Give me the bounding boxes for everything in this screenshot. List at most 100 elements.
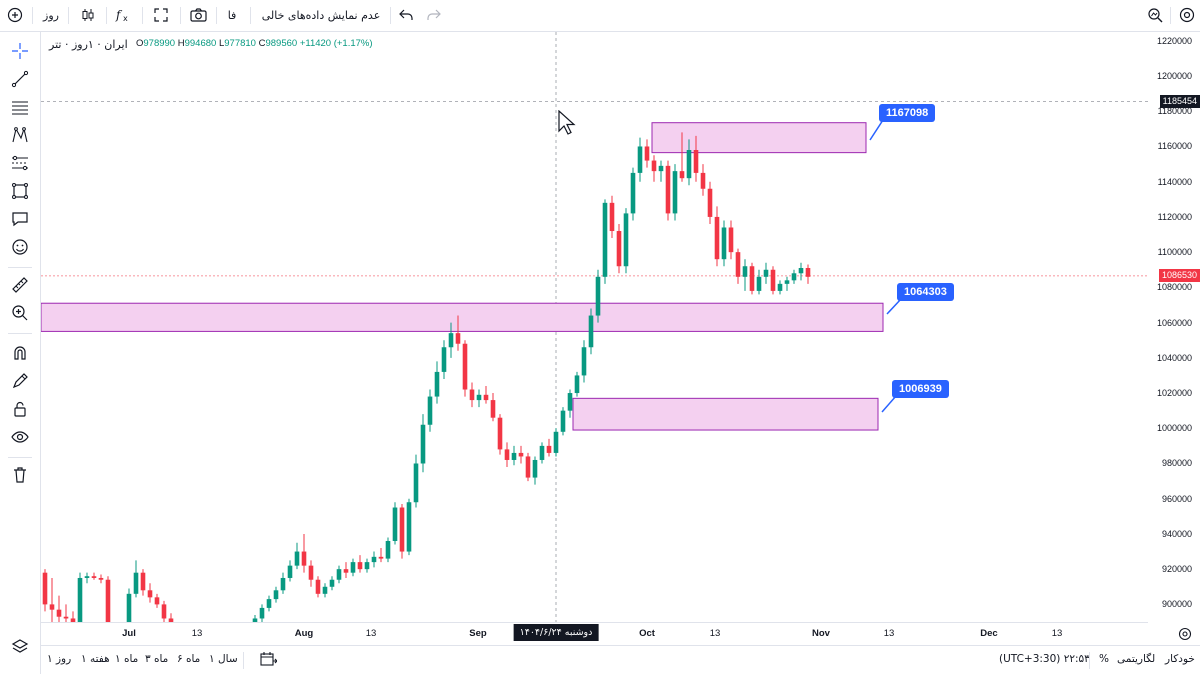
time-tick-label: Oct	[639, 628, 655, 639]
candle-body	[63, 616, 69, 619]
timezone-clock[interactable]: (UTC+3:30) ۲۲:۵۳	[999, 653, 1090, 665]
calendar-icon[interactable]	[260, 652, 278, 671]
candle-body	[476, 394, 482, 401]
candle-body	[518, 452, 524, 457]
undo-icon[interactable]	[396, 4, 416, 26]
callout-connector	[881, 395, 897, 413]
divider	[216, 7, 217, 24]
range-1w[interactable]: ۱ هفته	[81, 653, 110, 665]
last-price-tag: 1086530	[1158, 268, 1200, 282]
candle-body	[728, 227, 734, 253]
eye-icon[interactable]	[8, 425, 32, 449]
log-toggle[interactable]: لگاریتمی	[1117, 653, 1156, 665]
candle-body	[588, 315, 594, 348]
lock-icon[interactable]	[8, 397, 32, 421]
candle-body	[133, 572, 139, 594]
price-tick-label: 1080000	[1156, 282, 1192, 293]
price-tick-label: 1200000	[1156, 71, 1192, 82]
search-zoom-icon[interactable]	[1144, 4, 1166, 26]
fullscreen-icon[interactable]	[150, 4, 172, 26]
divider	[180, 7, 181, 24]
symbol-title[interactable]: ایران · ۱روز · تتر	[49, 38, 128, 51]
layers-icon[interactable]	[8, 635, 32, 659]
candle-body	[504, 449, 510, 460]
projection-icon[interactable]	[8, 151, 32, 175]
hide-empty-data-button[interactable]: عدم نمایش داده‌های خالی	[261, 8, 381, 22]
price-tick-label: 1100000	[1157, 247, 1192, 258]
candle-body	[672, 171, 678, 214]
candle-body	[399, 507, 405, 552]
timeframe-button[interactable]: روز	[43, 8, 59, 22]
time-tick-label: Nov	[812, 628, 830, 639]
candle-body	[595, 276, 601, 316]
range-1d[interactable]: ۱ روز	[47, 653, 72, 665]
svg-text:x: x	[123, 14, 128, 23]
range-6m[interactable]: ۶ ماه	[177, 653, 201, 665]
candle-body	[105, 579, 111, 622]
candle-body	[427, 396, 433, 425]
price-axis[interactable]: 1185454 1086530 1220000 1200000 1180000 116…	[1148, 32, 1200, 622]
crosshair-icon[interactable]	[8, 39, 32, 63]
candle-body	[567, 393, 573, 411]
svg-text:f: f	[115, 8, 123, 22]
price-tick-label: 1140000	[1157, 176, 1192, 187]
emoji-icon[interactable]	[8, 235, 32, 259]
draw-mode-icon[interactable]	[8, 369, 32, 393]
zone-label-bottom[interactable]: 1006939	[892, 380, 949, 398]
candle-body	[336, 569, 342, 580]
candle-body	[749, 266, 755, 291]
pattern-icon[interactable]	[8, 123, 32, 147]
price-tick-label: 1040000	[1156, 352, 1192, 363]
price-chart[interactable]	[41, 32, 1148, 622]
candle-body	[42, 572, 48, 605]
redo-icon[interactable]	[424, 4, 444, 26]
candle-body	[721, 227, 727, 260]
symbol-legend: O978990 H994680 L977810 C989560 +11420 (…	[136, 38, 373, 49]
candle-body	[581, 347, 587, 376]
candle-body	[413, 463, 419, 503]
zoom-in-icon[interactable]	[8, 301, 32, 325]
settings-icon[interactable]	[1176, 4, 1198, 26]
auto-toggle[interactable]: خودکار	[1165, 653, 1195, 665]
divider	[8, 267, 32, 268]
zone-rectangle	[651, 122, 867, 154]
settings-icon[interactable]	[1178, 626, 1192, 645]
time-axis[interactable]: دوشنبه ۱۴۰۴/۶/۲۴ Jul 13 Aug 13 Sep Oct 13 Nov 13…	[41, 622, 1192, 645]
time-tick-label: Sep	[469, 628, 487, 639]
trash-icon[interactable]	[8, 463, 32, 487]
candles-icon[interactable]	[76, 4, 100, 26]
candle-body	[434, 371, 440, 397]
range-1y[interactable]: ۱ سال	[209, 653, 238, 665]
price-tick-label: 940000	[1161, 528, 1192, 539]
candle-body	[609, 202, 615, 232]
text-note-icon[interactable]	[8, 207, 32, 231]
trend-line-icon[interactable]	[8, 67, 32, 91]
add-symbol-icon[interactable]	[4, 4, 26, 26]
time-tick-label: 13	[191, 628, 203, 639]
chart-pane[interactable]: O978990 H994680 L977810 C989560 +11420 (…	[41, 32, 1148, 622]
bottom-toolbar: ۱ روز ۱ هفته ۱ ماه ۳ ماه ۶ ماه ۱ سال (UT…	[41, 645, 1200, 675]
divider	[1089, 652, 1090, 669]
candle-body	[392, 507, 398, 541]
candle-body	[707, 188, 713, 217]
price-tick-label: 1060000	[1156, 317, 1192, 328]
zone-label-middle[interactable]: 1064303	[897, 283, 954, 301]
candle-body	[560, 410, 566, 432]
rectangle-icon[interactable]	[8, 179, 32, 203]
magnet-icon[interactable]	[8, 341, 32, 365]
currency-button[interactable]: فا	[227, 8, 237, 22]
zone-label-top[interactable]: 1167098	[879, 104, 936, 122]
ruler-icon[interactable]	[8, 273, 32, 297]
range-3m[interactable]: ۳ ماه	[145, 653, 169, 665]
fib-retracement-icon[interactable]	[8, 95, 32, 119]
candle-body	[287, 565, 293, 578]
candle-body	[49, 604, 55, 610]
candle-body	[644, 146, 650, 161]
range-1m[interactable]: ۱ ماه	[115, 653, 139, 665]
percent-toggle[interactable]: %	[1099, 653, 1109, 665]
crosshair-date-tag: دوشنبه ۱۴۰۴/۶/۲۴	[513, 624, 599, 641]
candle-body	[98, 577, 104, 580]
time-tick-label: 13	[709, 628, 721, 639]
camera-icon[interactable]	[186, 4, 210, 26]
